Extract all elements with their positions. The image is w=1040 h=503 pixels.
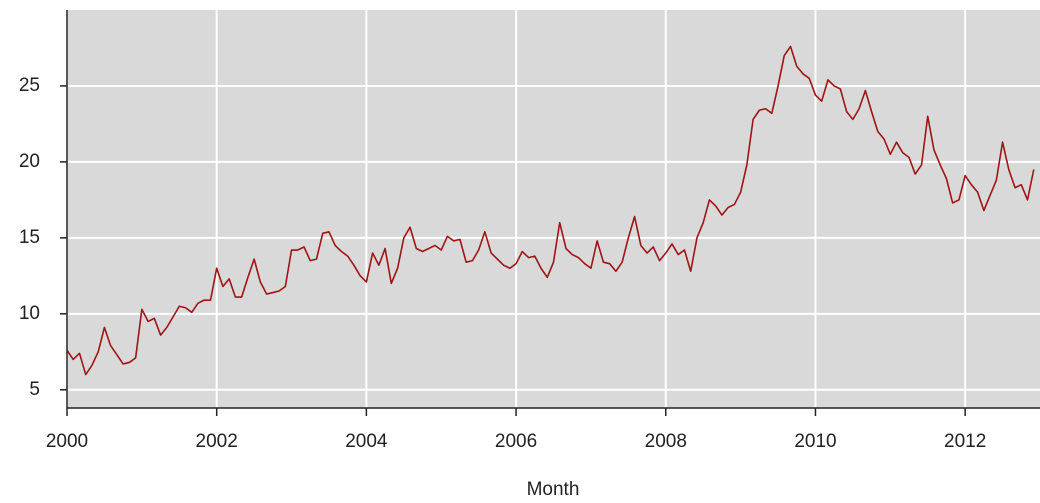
x-tick-label: 2008 (645, 431, 687, 452)
y-tick-label: 15 (19, 227, 40, 248)
y-tick-label: 10 (19, 303, 40, 324)
y-tick-label: 25 (19, 75, 40, 96)
y-tick-label: 20 (19, 151, 40, 172)
data-line (66, 45, 1035, 376)
x-tick-label: 2012 (944, 431, 986, 452)
x-tick-label: 2010 (794, 431, 836, 452)
x-tick-label: 2006 (495, 431, 537, 452)
x-tick-label: 2004 (345, 431, 388, 452)
x-tick-label: 2002 (196, 431, 238, 452)
plot-background (67, 10, 1040, 408)
x-axis-label: Month (527, 479, 580, 500)
y-tick-label: 5 (29, 379, 40, 400)
x-tick-label: 2000 (46, 431, 88, 452)
